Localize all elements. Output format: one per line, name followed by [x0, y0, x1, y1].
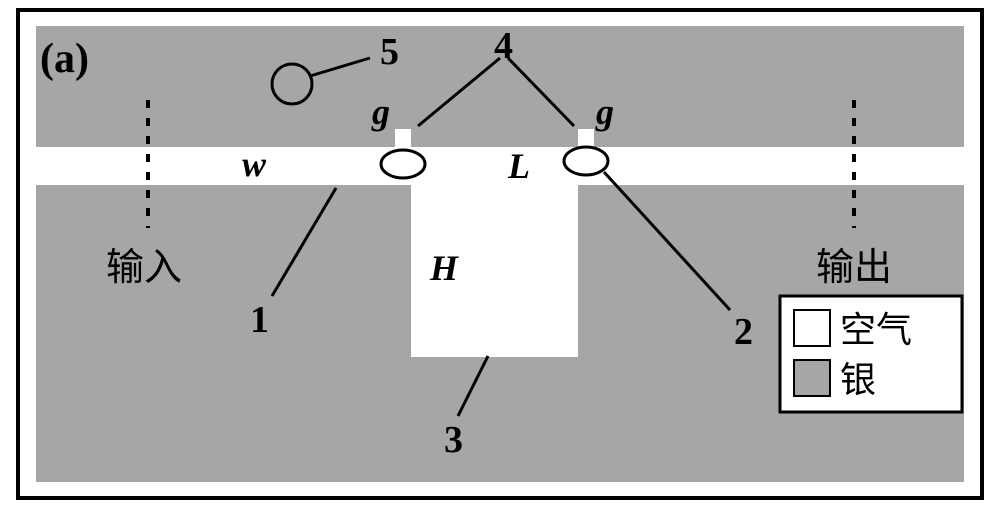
callout-2: 2 — [734, 311, 753, 353]
waveguide-air — [36, 147, 964, 185]
output-label: 输出 — [816, 247, 892, 289]
g-right-label: g — [595, 92, 614, 132]
stub-left-air — [395, 129, 411, 151]
legend-swatch-air — [794, 310, 830, 346]
w-label: w — [242, 144, 267, 184]
callout-1: 1 — [250, 299, 269, 341]
callout-5: 5 — [380, 31, 399, 73]
callout-3: 3 — [444, 419, 463, 461]
diagram-frame: (a) w g g L H 输入 输出 5 4 1 2 3 空气 银 — [0, 0, 1000, 509]
legend-swatch-silver — [794, 360, 830, 396]
input-label: 输入 — [106, 247, 182, 289]
legend-air-label: 空气 — [840, 310, 912, 350]
panel-label: (a) — [40, 36, 89, 82]
L-label: L — [507, 146, 530, 186]
legend-silver-label: 银 — [840, 360, 876, 400]
diagram-svg: (a) w g g L H 输入 输出 5 4 1 2 3 空气 银 — [0, 0, 1000, 509]
H-label: H — [429, 248, 459, 288]
g-left-label: g — [371, 92, 390, 132]
callout-4: 4 — [494, 25, 513, 67]
